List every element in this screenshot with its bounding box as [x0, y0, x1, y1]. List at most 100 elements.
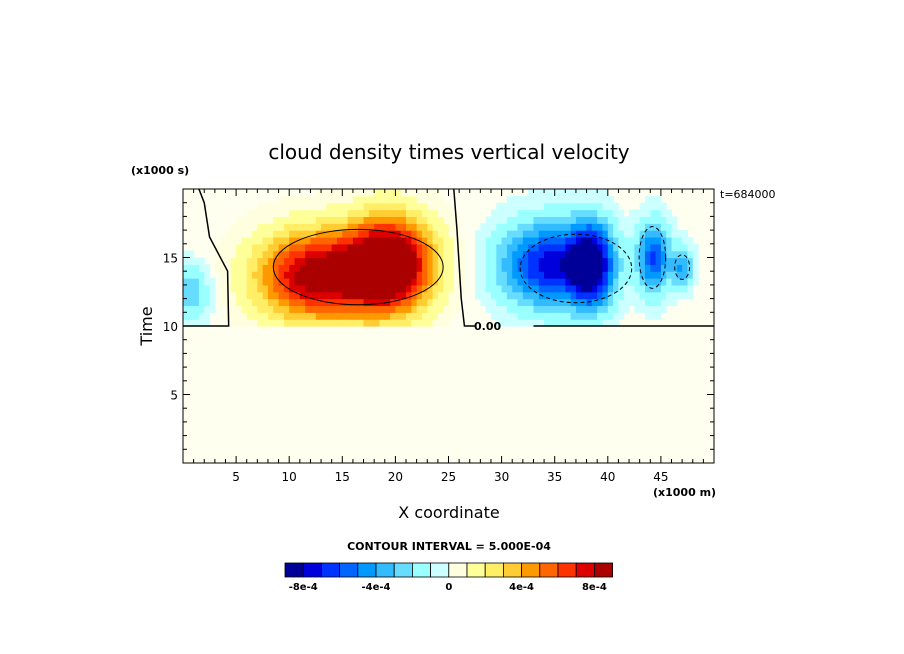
heatmap-cell: [475, 278, 481, 286]
heatmap-cell: [432, 202, 439, 211]
heatmap-cell: [326, 271, 333, 279]
heatmap-cell: [602, 216, 609, 224]
heatmap-cell: [490, 305, 497, 313]
heatmap-cell: [390, 305, 396, 313]
heatmap-cell: [262, 202, 269, 211]
heatmap-cell: [591, 319, 598, 327]
heatmap-cell: [257, 209, 264, 217]
heatmap-cell: [607, 264, 614, 272]
heatmap-cell: [252, 284, 258, 293]
heatmap-cell: [522, 319, 529, 327]
heatmap-cell: [443, 305, 450, 313]
heatmap-cell: [480, 243, 487, 252]
heatmap-cell: [347, 216, 354, 224]
heatmap-cell: [676, 264, 683, 272]
heatmap-cell: [257, 271, 264, 279]
heatmap-cell: [427, 319, 434, 327]
heatmap-cell: [512, 216, 519, 224]
heatmap-cell: [241, 305, 248, 313]
heatmap-cell: [252, 230, 258, 238]
heatmap-cell: [236, 250, 243, 259]
heatmap-cell: [634, 257, 641, 265]
heatmap-cell: [347, 298, 354, 307]
heatmap-cell: [490, 284, 497, 293]
heatmap-cell: [421, 312, 428, 320]
heatmap-cell: [363, 202, 370, 211]
heatmap-cell: [406, 284, 412, 293]
heatmap-cell: [613, 216, 620, 224]
heatmap-cell: [384, 230, 391, 238]
heatmap-cell: [607, 216, 614, 224]
heatmap-cell: [544, 230, 550, 238]
heatmap-cell: [395, 209, 402, 217]
heatmap-cell: [331, 284, 338, 293]
heatmap-cell: [538, 319, 545, 327]
heatmap-cell: [347, 209, 354, 217]
heatmap-cell: [671, 298, 678, 307]
heatmap-cell: [549, 202, 556, 211]
heatmap-cell: [613, 284, 620, 293]
heatmap-cell: [586, 298, 593, 307]
heatmap-cell: [586, 209, 593, 217]
heatmap-cell: [597, 189, 604, 197]
heatmap-cell: [480, 257, 487, 265]
colorbar-swatch: [448, 562, 468, 578]
heatmap-cell: [406, 216, 412, 224]
heatmap-cell: [549, 236, 556, 245]
heatmap-cell: [331, 319, 338, 327]
heatmap-cell: [246, 284, 253, 293]
heatmap-cell: [427, 236, 434, 245]
heatmap-cell: [560, 236, 566, 245]
heatmap-cell: [411, 250, 418, 259]
heatmap-cell: [342, 223, 349, 231]
heatmap-cell: [517, 216, 524, 224]
heatmap-cell: [230, 312, 237, 320]
heatmap-cell: [283, 305, 290, 313]
heatmap-cell: [565, 202, 572, 211]
heatmap-cell: [453, 271, 460, 279]
heatmap-cell: [490, 230, 497, 238]
y-tick-label: 15: [163, 252, 178, 266]
heatmap-cell: [241, 298, 248, 307]
heatmap-cell: [586, 319, 593, 327]
heatmap-cell: [666, 236, 673, 245]
heatmap-cell: [671, 278, 678, 286]
heatmap-cell: [512, 236, 519, 245]
heatmap-cell: [554, 209, 561, 217]
heatmap-cell: [310, 209, 317, 217]
heatmap-cell: [607, 230, 614, 238]
heatmap-cell: [363, 264, 370, 272]
heatmap-cell: [570, 209, 577, 217]
heatmap-cell: [533, 305, 540, 313]
heatmap-cell: [432, 271, 439, 279]
heatmap-cell: [289, 312, 296, 320]
heatmap-cell: [342, 189, 349, 197]
heatmap-cell: [676, 250, 683, 259]
heatmap-cell: [342, 284, 349, 293]
heatmap-cell: [443, 312, 450, 320]
heatmap-cell: [421, 195, 428, 204]
heatmap-cell: [358, 202, 365, 211]
heatmap-cell: [655, 250, 662, 259]
heatmap-cell: [416, 305, 423, 313]
heatmap-cell: [278, 209, 285, 217]
heatmap-cell: [246, 230, 253, 238]
heatmap-cell: [411, 278, 418, 286]
heatmap-cell: [602, 271, 609, 279]
heatmap-cell: [406, 298, 412, 307]
heatmap-cell: [411, 284, 418, 293]
heatmap-cell: [257, 257, 264, 265]
heatmap-cell: [400, 230, 407, 238]
heatmap-cell: [613, 209, 620, 217]
heatmap-cell: [512, 257, 519, 265]
heatmap-cell: [236, 305, 243, 313]
heatmap-cell: [289, 271, 296, 279]
colorbar-swatch: [320, 562, 340, 578]
heatmap-cell: [666, 216, 673, 224]
heatmap-cell: [390, 195, 396, 204]
heatmap-cell: [644, 236, 651, 245]
heatmap-cell: [639, 230, 646, 238]
heatmap-cell: [565, 305, 572, 313]
heatmap-cell: [586, 284, 593, 293]
